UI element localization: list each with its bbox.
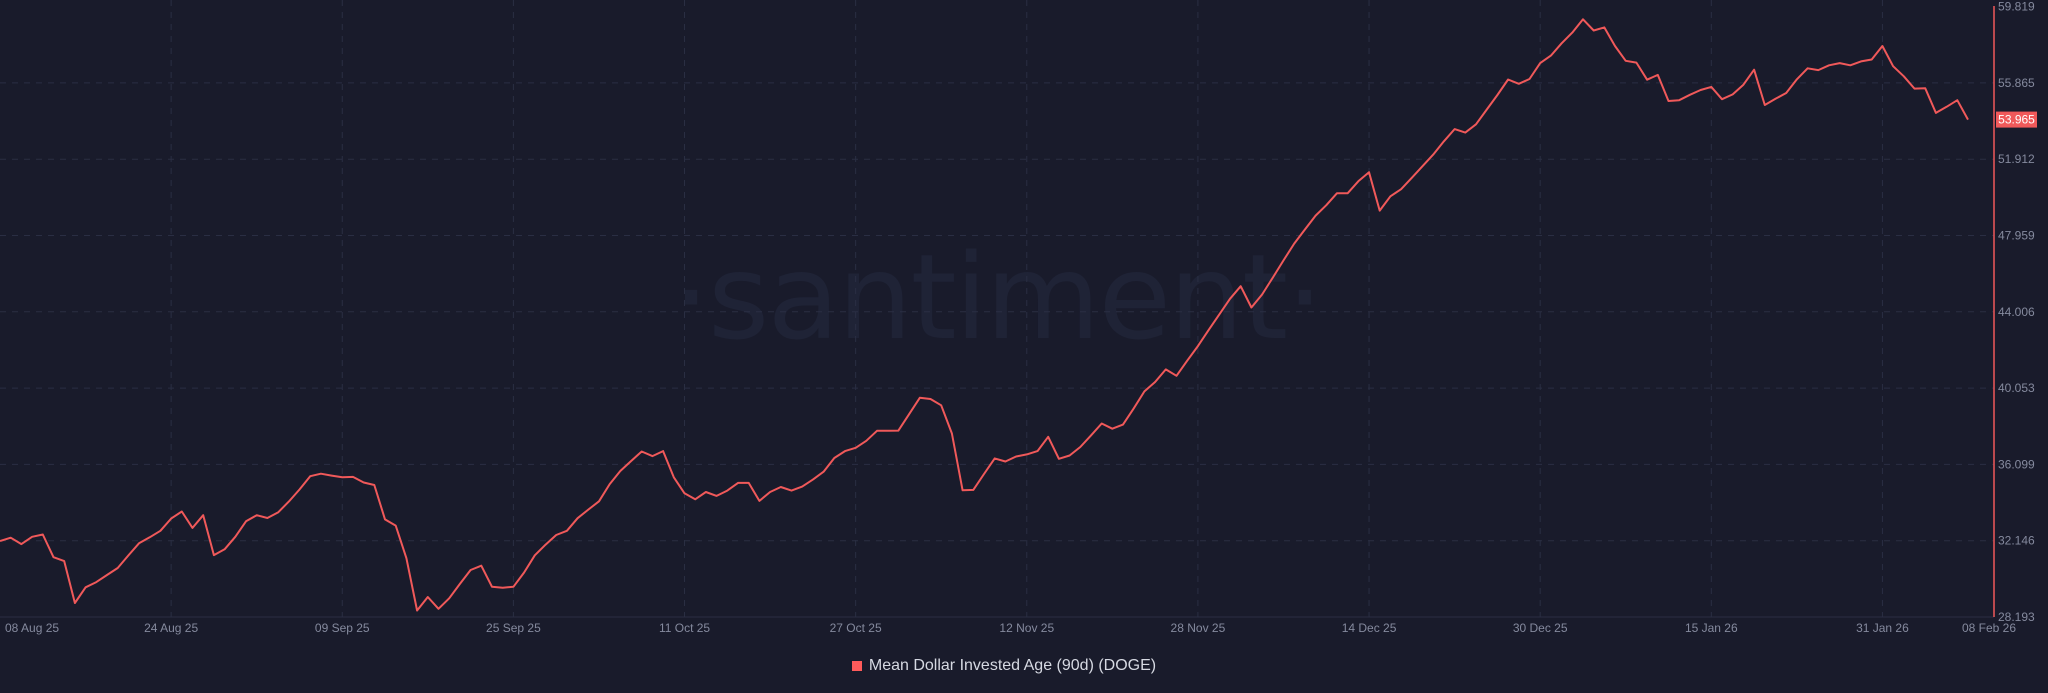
legend[interactable]: Mean Dollar Invested Age (90d) (DOGE): [0, 657, 2048, 675]
y-tick-label: 32.146: [1998, 534, 2035, 548]
y-tick-label: 59.819: [1998, 0, 2035, 14]
y-tick-label: 44.006: [1998, 305, 2035, 319]
legend-swatch: [851, 661, 862, 671]
x-tick-label: 25 Sep 25: [486, 621, 541, 635]
last-value-badge-bg: [1996, 111, 2037, 128]
series-line: [0, 18, 1969, 612]
grid: [0, 0, 1994, 618]
y-tick-label: 40.053: [1998, 381, 2035, 395]
x-tick-label: 31 Jan 26: [1856, 621, 1909, 635]
x-tick-label: 08 Aug 25: [5, 621, 59, 635]
x-tick-label: 11 Oct 25: [659, 621, 710, 635]
last-value-badge: 53.965: [1996, 111, 2037, 128]
x-tick-label: 28 Nov 25: [1171, 621, 1226, 635]
x-tick-label: 12 Nov 25: [999, 621, 1054, 635]
x-axis: 08 Aug 25 24 Aug 25 09 Sep 25 25 Sep 25 11 O…: [5, 621, 2016, 635]
x-tick-label: 30 Dec 25: [1513, 621, 1568, 635]
x-tick-label: 09 Sep 25: [315, 621, 370, 635]
last-value-label: 53.965: [1998, 113, 2035, 127]
x-tick-label: 14 Dec 25: [1342, 621, 1397, 635]
y-tick-label: 28.193: [1998, 610, 2035, 624]
x-tick-label: 24 Aug 25: [144, 621, 198, 635]
x-tick-label: 08 Feb 26: [1962, 621, 2016, 635]
y-tick-label: 36.099: [1998, 457, 2035, 471]
y-tick-label: 47.959: [1998, 229, 2035, 243]
y-tick-label: 51.912: [1998, 152, 2035, 166]
y-axis: 59.819 55.865 51.912 47.959 44.006 40.053 36.0…: [1998, 0, 2035, 624]
y-tick-label: 55.865: [1998, 76, 2035, 90]
x-tick-label: 27 Oct 25: [830, 621, 882, 635]
legend-label: Mean Dollar Invested Age (90d) (DOGE): [868, 657, 1157, 674]
x-tick-label: 15 Jan 26: [1685, 621, 1738, 635]
